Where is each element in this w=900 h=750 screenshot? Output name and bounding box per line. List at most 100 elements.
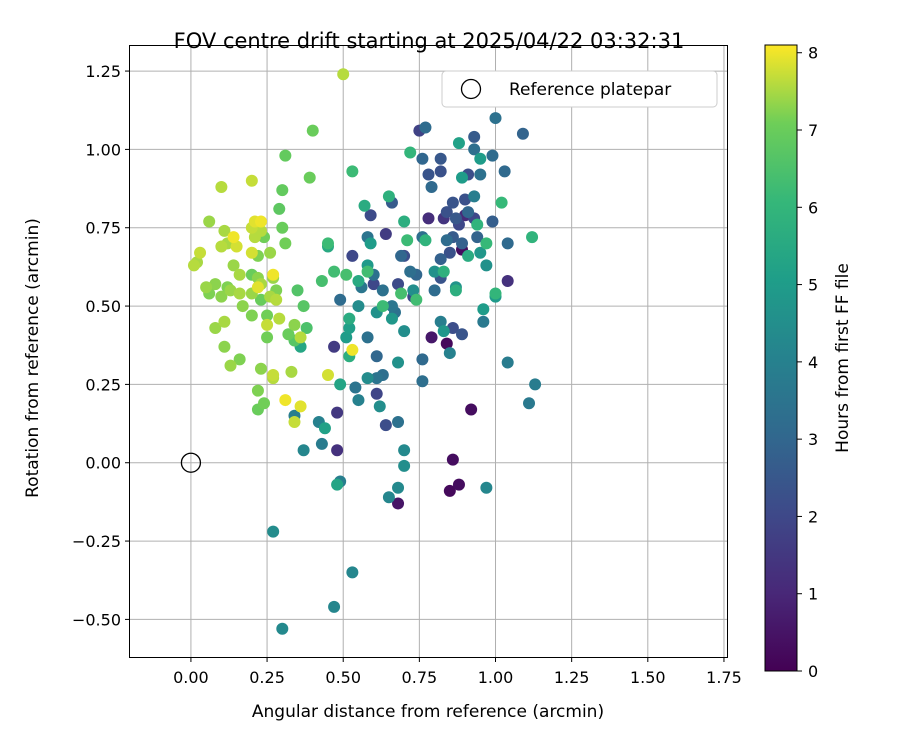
data-point — [273, 312, 286, 325]
data-point — [215, 181, 228, 193]
data-point — [254, 362, 267, 375]
data-point — [261, 318, 274, 331]
colorbar-tick-label: 5 — [808, 276, 818, 295]
data-point — [352, 275, 365, 287]
data-point — [459, 193, 472, 206]
data-point — [331, 478, 344, 491]
data-points — [187, 68, 542, 635]
data-point — [489, 287, 502, 300]
data-point — [395, 249, 408, 262]
y-tick-label: 0.50 — [85, 297, 121, 316]
data-point — [474, 246, 487, 259]
data-point — [321, 237, 334, 250]
data-point — [385, 312, 398, 325]
y-tick-label: 1.25 — [85, 62, 121, 81]
x-tick-label: 0.25 — [249, 668, 285, 687]
data-point — [200, 281, 213, 294]
data-point — [194, 246, 207, 259]
reference-platepar-marker — [180, 452, 202, 473]
data-point — [254, 293, 267, 306]
data-point — [449, 212, 462, 225]
y-axis-label: Rotation from reference (arcmin) — [23, 218, 43, 498]
data-point — [328, 600, 341, 613]
x-axis-label: Angular distance from reference (arcmin) — [252, 702, 604, 722]
data-point — [398, 215, 411, 228]
data-point — [254, 224, 267, 237]
plot-frame — [129, 45, 728, 658]
data-point — [346, 249, 359, 262]
data-point — [346, 165, 359, 178]
data-point — [452, 137, 465, 150]
data-point — [401, 234, 414, 247]
legend-marker — [460, 78, 482, 100]
data-point — [346, 566, 359, 579]
data-point — [495, 196, 508, 209]
data-point — [434, 165, 447, 178]
data-point — [419, 234, 432, 247]
y-axis-ticks: −0.50 −0.25 0.00 0.25 0.50 0.75 1.00 1.25 — [72, 62, 130, 629]
data-point — [328, 340, 341, 353]
data-point — [398, 459, 411, 472]
data-point — [276, 622, 289, 635]
data-point — [224, 359, 237, 372]
data-point — [486, 215, 499, 228]
colorbar-tick-label: 6 — [808, 198, 818, 217]
data-point — [456, 237, 469, 250]
data-point — [358, 199, 371, 212]
data-point — [529, 378, 542, 391]
data-point — [361, 265, 374, 278]
data-point — [437, 265, 450, 278]
data-point — [410, 293, 423, 306]
data-point — [343, 312, 356, 325]
data-point — [480, 259, 493, 272]
data-point — [331, 406, 344, 419]
data-point — [440, 337, 453, 350]
colorbar-tick-label: 1 — [808, 585, 818, 604]
x-tick-label: 1.25 — [554, 668, 590, 687]
data-point — [428, 284, 441, 297]
data-point — [251, 384, 264, 397]
data-point — [462, 249, 475, 262]
y-tick-label: 0.25 — [85, 375, 121, 394]
x-tick-label: 1.50 — [630, 668, 666, 687]
data-point — [236, 300, 249, 313]
data-point — [279, 149, 292, 162]
data-point — [456, 171, 469, 184]
y-tick-label: 1.00 — [85, 140, 121, 159]
x-tick-label: 0.50 — [325, 668, 361, 687]
data-point — [364, 209, 377, 222]
data-point — [392, 481, 405, 494]
data-point — [379, 228, 392, 240]
data-point — [321, 369, 334, 381]
data-point — [209, 322, 222, 334]
legend-box — [441, 70, 718, 108]
data-point — [224, 284, 237, 297]
data-point — [446, 196, 459, 209]
data-point — [465, 403, 478, 416]
data-point — [382, 491, 395, 504]
data-point — [315, 275, 328, 287]
y-tick-label: −0.50 — [72, 610, 121, 629]
data-point — [291, 284, 304, 297]
colorbar-gradient — [764, 44, 798, 672]
data-point — [215, 240, 228, 253]
y-tick-label: −0.25 — [72, 532, 121, 551]
colorbar-tick-label: 8 — [808, 44, 818, 63]
data-point — [261, 309, 274, 322]
data-point — [267, 525, 280, 538]
data-point — [300, 322, 313, 334]
data-point — [288, 318, 301, 331]
data-point — [340, 331, 353, 344]
data-point — [468, 143, 481, 156]
data-point — [446, 322, 459, 334]
x-tick-label: 1.00 — [478, 668, 514, 687]
data-point — [267, 369, 280, 381]
data-point — [526, 231, 539, 244]
data-point — [407, 284, 420, 297]
data-point — [498, 165, 511, 178]
data-point — [276, 184, 289, 197]
y-tick-label: 0.75 — [85, 219, 121, 238]
data-point — [303, 171, 316, 184]
data-point — [440, 234, 453, 247]
